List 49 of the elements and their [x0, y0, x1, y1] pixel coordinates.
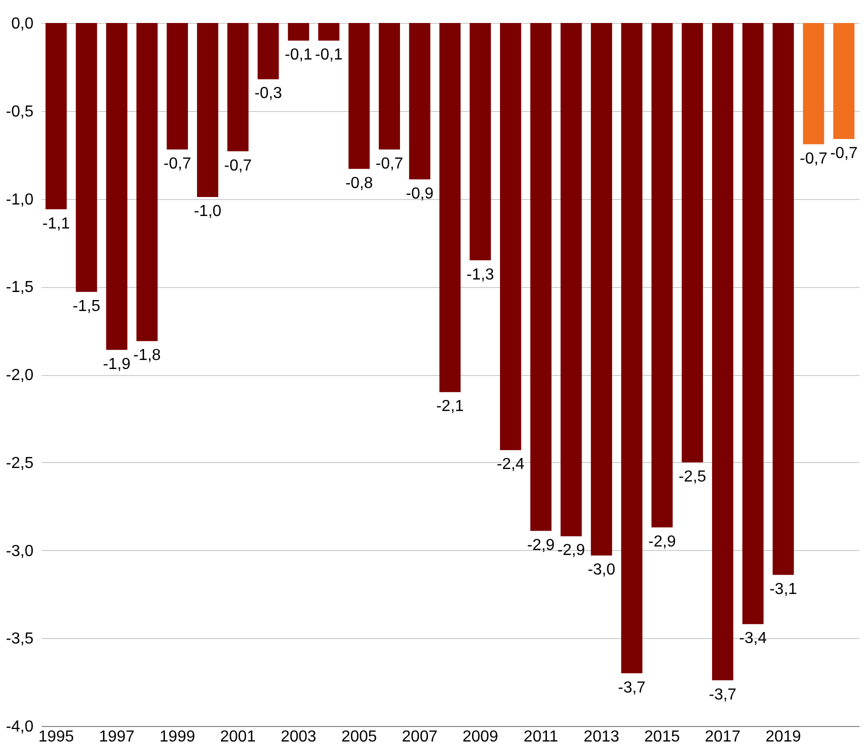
x-tick-label: 2019 — [765, 728, 802, 746]
x-tick-label: 2007 — [402, 728, 438, 746]
y-tick-label: -3,0 — [6, 542, 34, 560]
data-label: -1,3 — [466, 266, 494, 284]
x-tick-label: 1995 — [38, 728, 74, 746]
y-tick-label: -1,5 — [6, 279, 34, 296]
data-label: -0,7 — [376, 156, 404, 173]
y-tick-label: -1,0 — [6, 191, 34, 208]
data-label: -3,7 — [618, 679, 646, 696]
y-tick-label: -2,5 — [6, 454, 34, 472]
data-label: -0,1 — [284, 46, 312, 64]
data-label: -0,7 — [830, 144, 858, 162]
data-label: -1,5 — [72, 298, 100, 315]
data-label: -0,8 — [345, 174, 373, 192]
data-label: -3,7 — [708, 686, 737, 704]
y-tick-label: -3,5 — [6, 630, 34, 648]
x-tick-label: 1997 — [98, 728, 135, 746]
x-tick-label: 2001 — [220, 728, 256, 746]
data-label: -1,9 — [102, 356, 131, 373]
data-label: -0,7 — [800, 150, 828, 168]
data-label: -0,7 — [164, 156, 192, 173]
data-label: -2,9 — [527, 536, 555, 554]
data-label: -0,3 — [254, 85, 282, 102]
x-tick-label: 2009 — [462, 728, 498, 746]
data-label: -1,8 — [133, 347, 161, 364]
data-label: -1,1 — [42, 215, 70, 232]
y-tick-label: 0,0 — [11, 16, 34, 32]
x-tick-label: 2017 — [704, 728, 741, 746]
data-label: -3,1 — [769, 580, 798, 598]
x-tick-label: 2013 — [584, 728, 620, 746]
data-label: -2,9 — [648, 533, 676, 550]
y-tick-label: -0,5 — [6, 103, 34, 120]
data-label: -2,5 — [678, 468, 706, 486]
x-tick-label: 1999 — [160, 728, 196, 746]
data-label: -0,7 — [224, 157, 252, 174]
data-label: -0,9 — [406, 185, 434, 202]
data-label: -1,0 — [194, 202, 222, 220]
data-label: -0,1 — [315, 46, 343, 64]
x-tick-label: 2011 — [524, 728, 558, 746]
data-label: -2,9 — [557, 542, 586, 560]
x-tick-label: 2015 — [644, 728, 680, 746]
data-label: -3,0 — [588, 562, 616, 579]
y-tick-label: -2,0 — [6, 367, 34, 384]
y-tick-label: -4,0 — [6, 718, 34, 736]
data-label: -2,4 — [496, 456, 524, 474]
data-label: -2,1 — [436, 398, 464, 416]
data-label: -3,4 — [739, 630, 767, 648]
x-tick-label: 2003 — [280, 728, 316, 746]
x-tick-label: 2005 — [341, 728, 378, 746]
